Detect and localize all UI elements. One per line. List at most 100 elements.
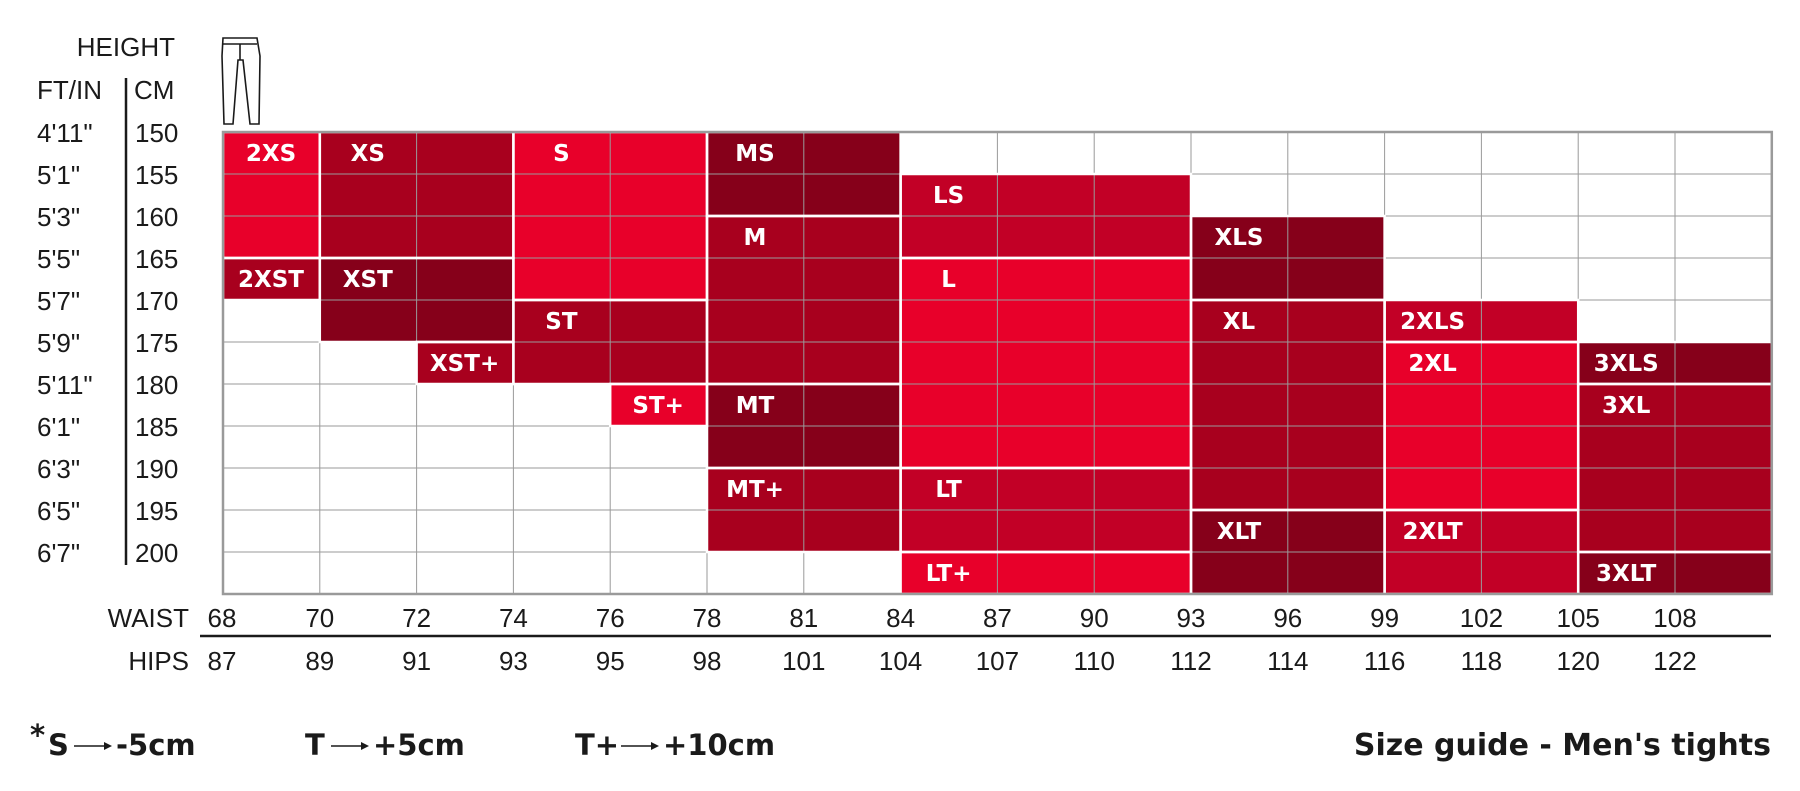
size-label: 3XLT (1596, 561, 1657, 587)
height-cm-tick: 185 (135, 412, 178, 442)
height-ft-in-tick: 5'3" (37, 202, 80, 232)
size-region-st-plus (610, 384, 707, 426)
height-cm-tick: 150 (135, 118, 178, 148)
waist-hips-ticks: 68 87 70 89 72 91 74 93 76 95 78 98 81 101 84 104 87 107 9… (208, 603, 1697, 676)
hips-tick: 114 (1267, 646, 1308, 676)
chart-title: Size guide - Men's tights (1354, 728, 1771, 763)
hips-tick: 122 (1653, 646, 1696, 676)
size-region-2xst (223, 258, 320, 300)
waist-tick: 68 (208, 603, 237, 633)
hips-tick: 91 (402, 646, 431, 676)
height-ft-in-tick: 5'9" (37, 328, 80, 358)
hips-tick: 87 (208, 646, 237, 676)
size-label: MS (735, 141, 774, 167)
size-labels: 2XS 2XST XS XST XST+ S ST ST+ MS M MT MT+ LS L LT LT+ XL… (238, 141, 1659, 587)
height-ticks: 4'11" 150 5'1" 155 5'3" 160 5'5" 165 5'7" 170 5'9"… (37, 118, 178, 568)
size-label: MT+ (726, 477, 784, 503)
height-cm-tick: 175 (135, 328, 178, 358)
height-cm-tick: 195 (135, 496, 178, 526)
hips-tick: 93 (499, 646, 528, 676)
hips-tick: 110 (1073, 646, 1114, 676)
cm-header: CM (134, 75, 174, 105)
height-ft-in-tick: 6'1" (37, 412, 80, 442)
arrow-right-icon (104, 742, 112, 750)
size-label: 2XS (246, 141, 296, 167)
waist-tick: 105 (1557, 603, 1600, 633)
size-label: 2XST (238, 267, 304, 293)
height-ft-in-tick: 6'5" (37, 496, 80, 526)
waist-tick: 108 (1653, 603, 1696, 633)
waist-header: WAIST (108, 603, 189, 633)
ft-in-header: FT/IN (37, 75, 102, 105)
waist-tick: 78 (693, 603, 722, 633)
size-region-2xs (223, 132, 320, 258)
hips-tick: 104 (879, 646, 922, 676)
hips-tick: 112 (1170, 646, 1211, 676)
size-label: LT (935, 477, 962, 503)
arrow-right-icon (651, 742, 659, 750)
hips-tick: 89 (305, 646, 334, 676)
legend-value: +10cm (663, 728, 775, 762)
waist-tick: 84 (886, 603, 915, 633)
waist-tick: 87 (983, 603, 1012, 633)
legend-code: T (305, 728, 325, 762)
height-ft-in-tick: 5'11" (37, 370, 93, 400)
chart-frame (221, 130, 1774, 596)
height-ft-in-tick: 5'7" (37, 286, 80, 316)
waist-tick: 70 (305, 603, 334, 633)
arrow-right-icon (361, 742, 369, 750)
waist-tick: 102 (1460, 603, 1503, 633)
size-label: XST (343, 267, 393, 293)
legend: * S -5cm T +5cm T+ +10cm (30, 718, 775, 762)
waist-tick: 93 (1177, 603, 1206, 633)
legend-asterisk: * (30, 718, 45, 752)
size-label: ST+ (632, 393, 684, 419)
size-label: M (744, 225, 767, 251)
waist-tick: 72 (402, 603, 431, 633)
size-label: 2XLS (1400, 309, 1465, 335)
waist-tick: 74 (499, 603, 528, 633)
size-label: 3XLS (1594, 351, 1659, 377)
waist-tick: 99 (1370, 603, 1399, 633)
grid-lines (221, 130, 1774, 596)
height-cm-tick: 160 (135, 202, 178, 232)
size-label: L (941, 267, 956, 293)
hips-tick: 118 (1461, 646, 1502, 676)
size-label: XLS (1215, 225, 1264, 251)
size-label: XLT (1217, 519, 1262, 545)
height-cm-tick: 200 (135, 538, 178, 568)
size-region-lt-plus (900, 552, 1191, 594)
height-cm-tick: 180 (135, 370, 178, 400)
size-label: MT (736, 393, 775, 419)
size-region-xst-plus (416, 342, 514, 384)
height-ft-in-tick: 5'5" (37, 244, 80, 274)
size-label: XS (351, 141, 385, 167)
legend-code: S (48, 728, 69, 762)
size-label: XST+ (430, 351, 499, 377)
size-label: LS (933, 183, 964, 209)
size-label: ST (545, 309, 578, 335)
height-cm-tick: 155 (135, 160, 178, 190)
waist-tick: 90 (1080, 603, 1109, 633)
hips-header: HIPS (128, 646, 189, 676)
height-cm-tick: 165 (135, 244, 178, 274)
size-label: 2XL (1408, 351, 1457, 377)
height-ft-in-tick: 5'1" (37, 160, 80, 190)
size-label: 3XL (1602, 393, 1651, 419)
height-ft-in-tick: 4'11" (37, 118, 93, 148)
waist-tick: 81 (789, 603, 818, 633)
size-label: S (553, 141, 570, 167)
height-ft-in-tick: 6'7" (37, 538, 80, 568)
waist-tick: 76 (596, 603, 625, 633)
tights-icon (221, 37, 261, 125)
height-ft-in-tick: 6'3" (37, 454, 80, 484)
waist-tick: 96 (1273, 603, 1302, 633)
legend-value: +5cm (373, 728, 465, 762)
hips-tick: 120 (1557, 646, 1600, 676)
legend-value: -5cm (116, 728, 196, 762)
height-header: HEIGHT (77, 32, 175, 62)
hips-tick: 101 (782, 646, 825, 676)
size-label: 2XLT (1402, 519, 1463, 545)
hips-tick: 116 (1364, 646, 1405, 676)
